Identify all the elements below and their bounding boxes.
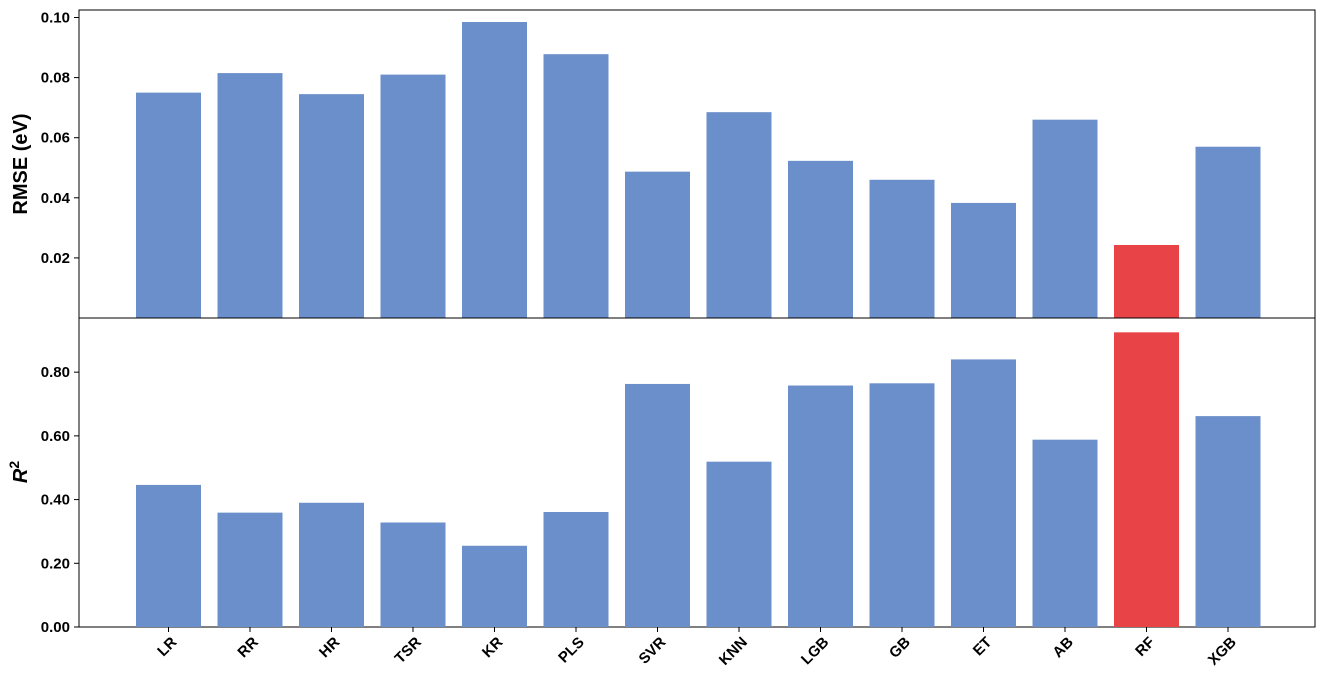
x-tick-label-pls: PLS [555,634,588,667]
r2-bar-pls [543,512,609,627]
x-tick-label-gb: GB [886,634,914,662]
r2-bar-kr [462,545,527,627]
r2-panel: 0.00 0.20 0.40 0.60 0.80 R2 [6,317,1316,636]
rmse-y-tick-label: 0.10 [41,10,70,27]
r2-bar-lgb [788,385,853,627]
r2-bar-rr [217,512,283,627]
rmse-bar-et [951,202,1016,318]
r2-y-tick-label: 0.20 [41,555,70,572]
rmse-y-tick-label: 0.04 [41,190,71,207]
r2-bar-rf [1114,332,1179,627]
rmse-bar-rr [217,73,283,318]
x-tick-label-kr: KR [479,634,506,661]
x-tick-label-hr: HR [316,634,343,661]
r2-bar-knn [706,461,772,627]
r2-bar-lr [136,484,201,627]
rmse-y-axis-label: RMSE (eV) [10,113,32,214]
r2-y-tick-label: 0.80 [41,364,70,381]
x-tick-label-rf: RF [1132,634,1158,660]
x-tick-label-tsr: TSR [392,634,425,667]
r2-y-axis-label: R2 [6,461,32,483]
rmse-y-tick-label: 0.02 [41,250,70,267]
r2-bar-et [951,359,1016,627]
r2-plot-frame [78,317,1316,628]
x-tick-label-ab: AB [1049,634,1076,661]
rmse-y-tick-label: 0.08 [41,70,70,87]
r2-y-tick-label: 0.00 [41,619,70,636]
rmse-bar-tsr [380,74,446,318]
r2-y-tick-label: 0.40 [41,492,70,509]
x-tick-label-xgb: XGB [1205,634,1240,669]
r2-y-ticks: 0.00 0.20 0.40 0.60 0.80 [41,364,79,636]
rmse-bar-lr [136,92,201,318]
r2-bar-tsr [380,522,446,627]
r2-bar-hr [299,502,364,627]
x-axis-ticks: LR RR HR TSR KR PLS SVR KNN LGB GB ET AB RF XGB [154,627,1240,669]
rmse-bar-pls [543,54,609,319]
rmse-bar-hr [299,94,364,318]
x-tick-label-knn: KNN [716,634,751,669]
rmse-y-tick-label: 0.06 [41,130,70,147]
rmse-bar-xgb [1195,146,1261,318]
x-tick-label-svr: SVR [635,634,669,668]
x-tick-label-lgb: LGB [798,634,833,669]
r2-bars [136,332,1261,627]
x-tick-label-rr: RR [234,634,261,661]
rmse-bar-svr [625,171,690,318]
x-tick-label-et: ET [970,634,996,660]
rmse-panel: 0.02 0.04 0.06 0.08 0.10 RMSE (eV) [10,9,1316,319]
rmse-y-ticks: 0.02 0.04 0.06 0.08 0.10 [41,10,79,267]
r2-bar-ab [1032,439,1098,627]
rmse-bar-knn [706,112,772,318]
rmse-bar-lgb [788,160,853,318]
x-tick-label-lr: LR [154,634,180,660]
r2-y-tick-label: 0.60 [41,428,70,445]
r2-bar-xgb [1195,416,1261,627]
rmse-bar-kr [462,22,527,319]
rmse-bars [136,22,1261,319]
rmse-bar-rf [1114,244,1179,318]
r2-bar-svr [625,383,690,627]
rmse-bar-gb [869,179,935,318]
r2-bar-gb [869,383,935,627]
rmse-bar-ab [1032,119,1098,319]
